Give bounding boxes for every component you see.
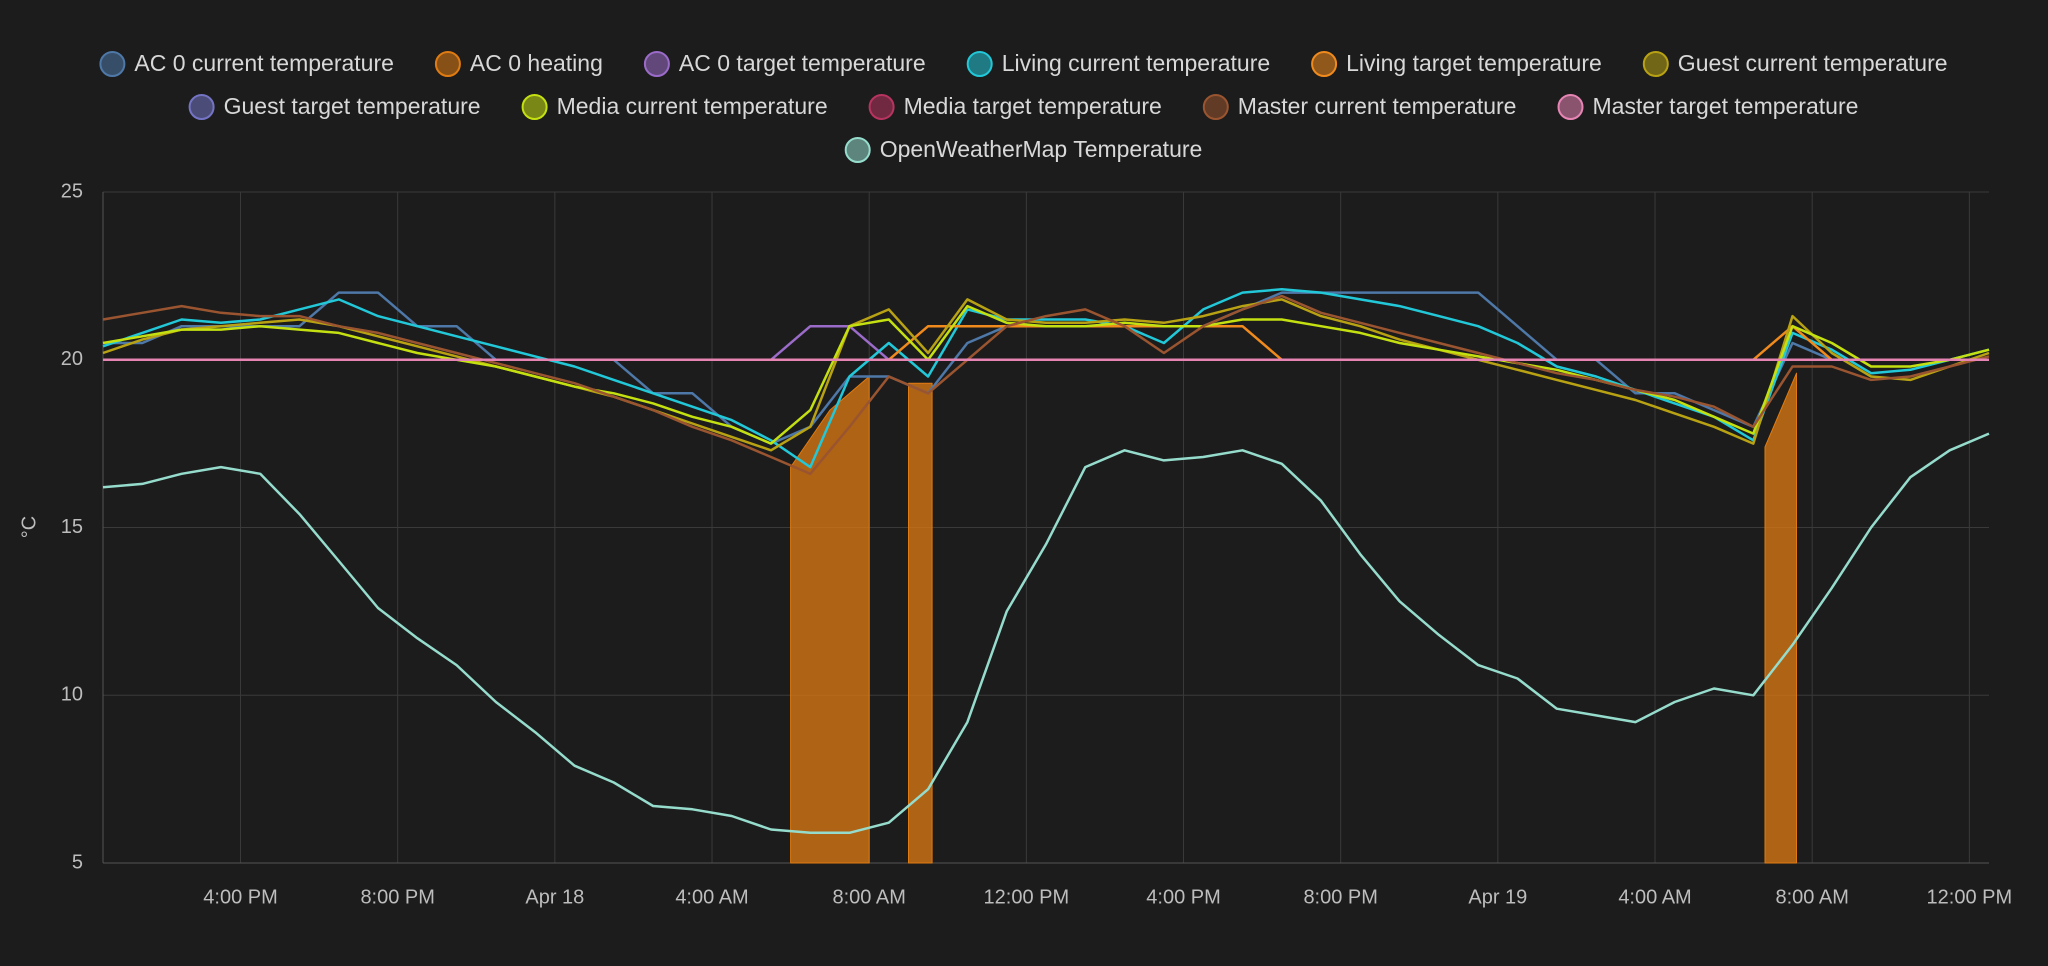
legend-swatch	[844, 137, 871, 163]
legend-swatch	[188, 94, 215, 120]
y-tick-label: 20	[61, 348, 83, 370]
x-tick-label: 8:00 PM	[360, 886, 434, 908]
legend-swatch	[1311, 51, 1338, 77]
legend-swatch	[521, 94, 548, 120]
legend-label: Guest target temperature	[224, 93, 481, 119]
legend-swatch	[1642, 51, 1669, 77]
legend-item[interactable]: Master target temperature	[1557, 93, 1859, 120]
legend-swatch	[1202, 94, 1229, 120]
legend-label: Media current temperature	[557, 93, 828, 119]
x-tick-label: 4:00 AM	[1618, 886, 1691, 908]
legend-swatch	[966, 51, 993, 77]
series-line	[102, 298, 1990, 452]
x-tick-label: 12:00 PM	[984, 886, 1070, 908]
series-line	[102, 432, 1990, 835]
legend: AC 0 current temperature AC 0 heating AC 0…	[99, 50, 1948, 163]
series-line	[102, 294, 1990, 476]
legend-label: OpenWeatherMap Temperature	[880, 136, 1203, 162]
legend-label: Master current temperature	[1238, 93, 1517, 119]
legend-item[interactable]: OpenWeatherMap Temperature	[844, 136, 1203, 163]
legend-label: Media target temperature	[904, 93, 1162, 119]
legend-label: AC 0 current temperature	[134, 50, 394, 76]
legend-item[interactable]: Guest current temperature	[1642, 50, 1948, 77]
x-tick-label: 8:00 PM	[1303, 886, 1377, 908]
x-tick-label: Apr 18	[525, 886, 584, 908]
x-tick-label: 4:00 PM	[203, 886, 277, 908]
y-tick-label: 25	[61, 180, 83, 202]
heating-area	[908, 382, 933, 864]
series-line	[102, 304, 1990, 445]
x-tick-label: 4:00 PM	[1146, 886, 1220, 908]
y-tick-label: 15	[61, 516, 83, 538]
y-axis-label: °C	[18, 516, 40, 538]
legend-item[interactable]: Master current temperature	[1202, 93, 1517, 120]
x-tick-label: Apr 19	[1468, 886, 1527, 908]
legend-label: Guest current temperature	[1678, 50, 1948, 76]
legend-swatch	[643, 51, 670, 77]
legend-item[interactable]: Media current temperature	[521, 93, 828, 120]
x-tick-label: 8:00 AM	[1775, 886, 1848, 908]
y-tick-label: 5	[72, 851, 83, 873]
legend-item[interactable]: AC 0 target temperature	[643, 50, 926, 77]
legend-swatch	[434, 51, 461, 77]
heating-area	[1764, 372, 1797, 864]
legend-item[interactable]: AC 0 heating	[434, 50, 603, 77]
legend-label: AC 0 target temperature	[679, 50, 926, 76]
plot	[102, 288, 1990, 864]
legend-label: Living current temperature	[1002, 50, 1270, 76]
legend-swatch	[99, 51, 126, 77]
legend-label: Living target temperature	[1346, 50, 1602, 76]
x-tick-label: 8:00 AM	[832, 886, 905, 908]
legend-swatch	[868, 94, 895, 120]
x-tick-label: 12:00 PM	[1927, 886, 2013, 908]
legend-item[interactable]: Media target temperature	[868, 93, 1162, 120]
x-tick-label: 4:00 AM	[675, 886, 748, 908]
grid: 5 10 15 20 25 4:00 PM 8:00 PM Apr 18 4:00 AM 8:00…	[61, 180, 2012, 908]
legend-item[interactable]: Living current temperature	[966, 50, 1270, 77]
legend-item[interactable]: Living target temperature	[1311, 50, 1602, 77]
legend-item[interactable]: AC 0 current temperature	[99, 50, 394, 77]
legend-swatch	[1557, 94, 1584, 120]
heating-area	[790, 376, 870, 864]
legend-label: Master target temperature	[1593, 93, 1859, 119]
y-tick-label: 10	[61, 684, 83, 706]
legend-label: AC 0 heating	[470, 50, 603, 76]
series-line	[102, 288, 1990, 469]
legend-item[interactable]: Guest target temperature	[188, 93, 481, 120]
